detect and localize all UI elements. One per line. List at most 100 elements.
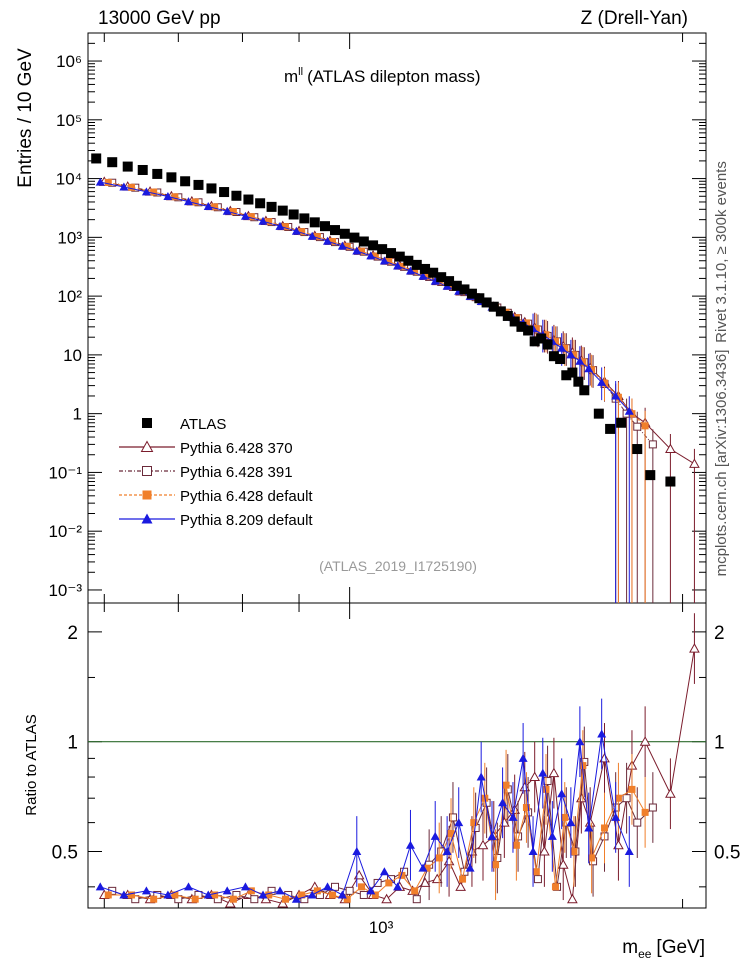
data-point <box>91 153 102 164</box>
data-point <box>532 325 540 333</box>
data-point <box>299 213 310 224</box>
y-tick-label: 10⁻¹ <box>48 463 82 482</box>
data-point <box>320 221 331 232</box>
legend-label: Pythia 6.428 default <box>180 488 313 505</box>
ratio-point <box>533 875 542 884</box>
data-point <box>555 354 566 365</box>
data-point <box>418 271 428 280</box>
ratio-point <box>104 891 112 899</box>
ratio-point <box>547 831 557 840</box>
ratio-point <box>431 873 443 884</box>
ratio-point <box>323 882 333 891</box>
ratio-point <box>359 890 368 899</box>
data-point <box>211 203 219 211</box>
ratio-point <box>570 847 578 855</box>
ratio-point <box>313 887 321 895</box>
data-point <box>166 172 177 183</box>
data-point <box>171 193 179 201</box>
ratio-point <box>282 895 290 903</box>
xlabel: mee [GeV] <box>622 937 705 961</box>
data-point <box>641 422 649 430</box>
data-point <box>597 377 607 386</box>
data-point <box>444 276 455 287</box>
ratio-point <box>95 882 105 891</box>
ratio-point <box>614 794 622 802</box>
ratio-point <box>345 886 354 895</box>
ratio-series-pythia-6-428-370 <box>98 613 700 908</box>
ratio-point <box>405 840 415 849</box>
data-point <box>180 176 191 187</box>
ratio-point <box>247 887 255 895</box>
ratio-point <box>588 854 596 862</box>
side-label-top: Rivet 3.1.10, ≥ 300k events <box>713 161 730 343</box>
data-point <box>277 205 288 216</box>
data-point <box>229 208 237 216</box>
ratio-point <box>373 878 382 887</box>
data-point <box>377 244 388 255</box>
ratio-point <box>329 891 337 899</box>
y-tick-label: 10⁶ <box>56 52 82 71</box>
data-point <box>579 385 590 396</box>
header-right: Z (Drell-Yan) <box>581 8 688 29</box>
ratio-y-tick-label-right: 0.5 <box>714 842 740 863</box>
data-point <box>411 259 422 270</box>
series-line <box>100 181 630 412</box>
ratio-point <box>557 859 569 869</box>
ratio-point <box>211 891 219 899</box>
ratio-point <box>128 891 136 899</box>
ratio-point <box>665 788 676 798</box>
data-point <box>575 356 585 365</box>
main-ylabel: Entries / 10 GeV <box>15 48 36 188</box>
data-point <box>247 213 255 221</box>
ratio-point <box>597 729 607 738</box>
data-point <box>561 370 572 381</box>
data-point <box>163 192 173 201</box>
data-point <box>573 376 584 387</box>
data-point <box>255 198 266 209</box>
ratio-point <box>459 875 467 883</box>
watermark: (ATLAS_2019_I1725190) <box>319 558 477 574</box>
data-point <box>352 246 362 255</box>
data-point <box>584 364 594 373</box>
legend-label: Pythia 8.209 default <box>180 512 313 529</box>
ratio-point <box>622 794 631 803</box>
data-point <box>605 423 616 434</box>
ratio-point <box>518 753 528 762</box>
ratio-point <box>566 818 576 827</box>
ratio-point <box>455 881 466 891</box>
ratio-point <box>277 898 289 908</box>
ratio-point <box>498 798 508 807</box>
ratio-axes: 0.5 0.5 1 1 2 2 <box>52 623 740 888</box>
data-point <box>447 282 455 290</box>
data-point <box>206 183 217 194</box>
ratio-point <box>648 803 657 812</box>
data-point <box>95 177 105 186</box>
ratio-point <box>163 890 173 899</box>
ratio-point <box>430 831 440 840</box>
data-point <box>137 164 148 175</box>
data-point <box>523 325 534 336</box>
data-point <box>222 206 232 215</box>
ratio-point <box>352 846 362 855</box>
ratio-point <box>298 891 306 899</box>
ratio-line <box>104 648 695 905</box>
data-point <box>385 257 393 265</box>
ratio-point <box>689 643 700 653</box>
series-pythia-6-428-391 <box>108 178 657 603</box>
data-point <box>128 183 136 191</box>
data-point <box>542 339 553 350</box>
data-point <box>231 190 242 201</box>
data-point <box>258 216 268 225</box>
ratio-point <box>519 781 531 792</box>
data-point <box>689 458 700 468</box>
ratio-point <box>423 864 431 872</box>
data-point <box>291 226 301 235</box>
ratio-y-tick-label-right: 1 <box>714 733 725 754</box>
xtick-label: 10³ <box>369 918 394 937</box>
data-point <box>366 251 376 260</box>
data-point <box>411 267 419 275</box>
data-point <box>495 306 506 317</box>
data-point <box>611 391 621 400</box>
legend-marker <box>142 418 152 428</box>
